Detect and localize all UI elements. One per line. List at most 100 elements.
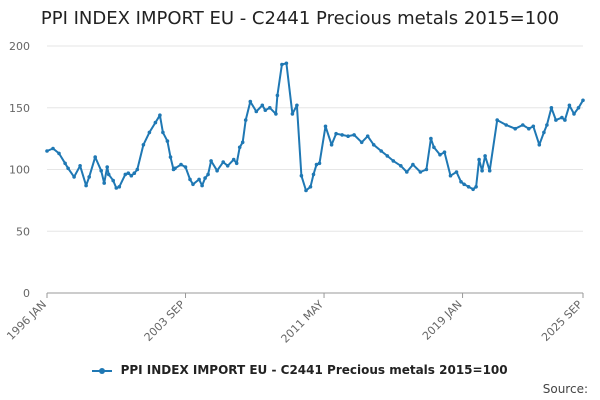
data-point — [429, 136, 433, 141]
data-point — [576, 106, 581, 110]
data-point — [206, 172, 210, 177]
data-point — [418, 170, 423, 174]
data-point — [161, 130, 165, 135]
data-point — [45, 149, 49, 153]
data-point — [197, 177, 201, 182]
data-point — [221, 160, 225, 164]
data-point — [153, 120, 158, 125]
data-point — [459, 180, 463, 184]
data-point — [106, 172, 111, 177]
data-point — [581, 98, 585, 103]
y-tick-label: 200 — [9, 40, 30, 53]
data-point — [254, 109, 259, 114]
data-point — [560, 115, 564, 120]
data-point — [135, 167, 140, 172]
data-point — [311, 172, 316, 177]
data-point — [304, 188, 308, 193]
data-point — [84, 183, 88, 188]
data-point — [147, 130, 152, 135]
data-point — [411, 162, 415, 167]
data-point — [329, 143, 334, 147]
data-point — [563, 118, 567, 122]
data-point — [359, 140, 364, 145]
axes: 0 50 100 150 200 1996 JAN 2003 SEP 2011 MAY 2019… — [4, 40, 585, 346]
data-point — [168, 155, 173, 159]
data-point — [234, 161, 239, 166]
data-point — [57, 151, 61, 156]
data-point — [442, 150, 447, 154]
data-point — [385, 154, 390, 158]
data-point — [225, 164, 230, 168]
data-point — [248, 99, 253, 104]
data-point — [263, 108, 268, 112]
data-point — [102, 181, 106, 185]
source-label: Source: — [542, 382, 588, 396]
gridlines — [47, 45, 583, 232]
data-point — [391, 159, 396, 163]
data-point — [295, 103, 299, 108]
data-point — [542, 130, 546, 135]
data-point — [117, 185, 122, 189]
legend-line-marker-icon — [92, 366, 113, 376]
data-point — [284, 61, 289, 66]
y-tick-label: 50 — [16, 225, 30, 238]
x-tick-label: 1996 JAN — [4, 298, 49, 343]
data-point — [466, 185, 471, 189]
data-point — [188, 177, 192, 182]
data-point — [123, 172, 128, 177]
data-point — [129, 173, 134, 178]
data-point — [340, 133, 344, 137]
data-point — [179, 162, 183, 167]
data-point — [504, 123, 509, 127]
data-point — [424, 167, 429, 172]
data-point — [158, 113, 162, 117]
data-point — [240, 140, 245, 145]
legend[interactable]: PPI INDEX IMPORT EU - C2441 Precious met… — [0, 363, 600, 377]
data-point — [308, 185, 313, 189]
data-point — [474, 185, 478, 189]
data-point — [260, 103, 265, 108]
data-point — [215, 168, 219, 173]
data-point — [365, 134, 370, 138]
data-point — [405, 170, 409, 174]
data-point — [51, 146, 55, 151]
data-point — [63, 161, 67, 166]
data-point — [87, 175, 91, 179]
data-point — [448, 173, 453, 178]
data-point — [66, 166, 70, 171]
data-point — [203, 176, 207, 180]
data-point — [274, 112, 278, 116]
data-point — [209, 159, 213, 163]
data-point — [477, 157, 481, 162]
data-point — [280, 62, 284, 67]
data-point — [487, 168, 492, 173]
y-tick-label: 100 — [9, 164, 30, 177]
data-point — [132, 171, 137, 175]
data-point — [537, 143, 542, 147]
data-point — [165, 139, 170, 143]
series-points — [45, 61, 585, 193]
data-point — [191, 182, 195, 187]
x-tick-label: 2003 SEP — [142, 298, 188, 344]
data-point — [554, 118, 558, 122]
data-point — [105, 165, 109, 169]
data-point — [183, 165, 188, 169]
data-point — [173, 166, 177, 171]
data-point — [200, 183, 204, 188]
data-point — [572, 112, 576, 116]
data-point — [126, 171, 131, 175]
data-point — [549, 106, 554, 110]
data-point — [371, 143, 376, 147]
legend-label: PPI INDEX IMPORT EU - C2441 Precious met… — [120, 363, 508, 377]
y-tick-label: 150 — [9, 102, 30, 115]
data-point — [462, 182, 466, 187]
data-point — [334, 131, 338, 136]
data-point — [314, 162, 319, 167]
x-tick-label: 2019 JAN — [420, 298, 465, 343]
data-point — [317, 161, 322, 166]
data-point — [237, 145, 242, 150]
x-tick-label: 2011 MAY — [279, 298, 327, 346]
data-point — [521, 123, 525, 127]
data-point — [275, 93, 280, 98]
data-point — [438, 152, 442, 157]
